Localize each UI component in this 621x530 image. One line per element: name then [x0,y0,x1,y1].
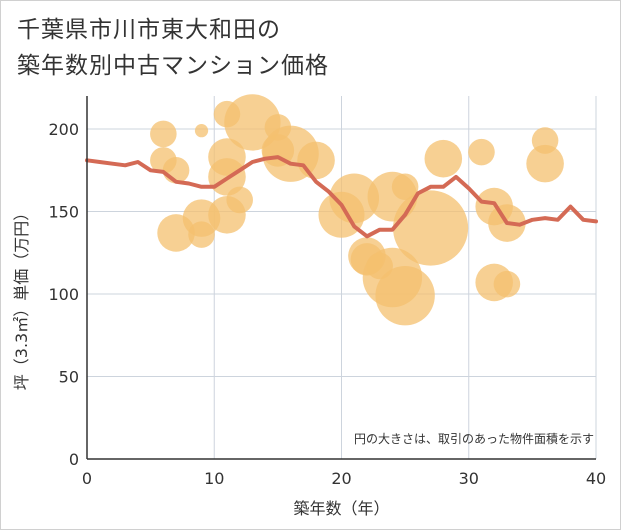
bubble-point [393,190,469,266]
bubble-point [468,138,495,166]
chart-title-line-1: 千葉県市川市東大和田の [17,17,281,43]
y-tick-label: 50 [59,368,79,387]
bubble-point [424,139,463,178]
bubble-point [526,144,564,183]
x-tick-label: 20 [331,469,351,488]
bubble-point [493,270,521,298]
bubble-point [375,265,435,326]
x-tick-label: 10 [204,469,224,488]
bubble-point [188,221,215,248]
chart-title-line-2: 築年数別中古マンション価格 [17,53,329,79]
trend-line [85,155,598,239]
bubble-point [226,186,253,214]
bubble-point [297,141,335,180]
axis-layer: 0 50 100 150 200 0 10 20 30 40 [48,96,606,488]
bubble-point [329,173,380,224]
bubble-point [150,120,177,148]
x-tick-label: 40 [586,469,606,488]
bubble-point [194,124,209,138]
bubble-size-note: 円の大きさは、取引のあった物件面積を示す [354,431,594,446]
y-tick-label: 150 [48,203,79,222]
bubble-point [391,173,419,201]
y-tick-label: 0 [69,450,79,469]
trend-line-layer [85,155,598,239]
x-axis-label: 築年数（年） [293,499,389,518]
x-tick-label: 30 [459,469,479,488]
bubble-point [224,94,281,151]
y-axis-label: 坪（3.3㎡）単価（万円） [12,205,31,390]
x-tick-label: 0 [82,469,92,488]
y-tick-label: 100 [48,285,79,304]
chart-title: 千葉県市川市東大和田の 築年数別中古マンション価格 [17,12,329,84]
y-tick-label: 200 [48,120,79,139]
